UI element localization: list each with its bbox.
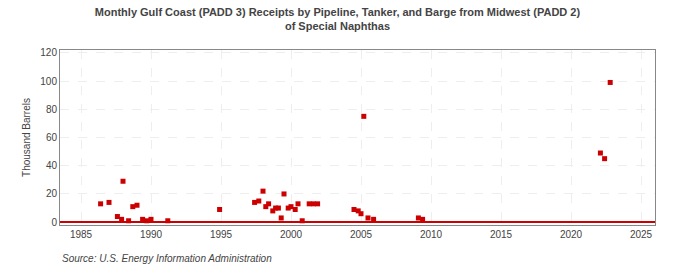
svg-text:1985: 1985 [70,229,93,240]
svg-text:120: 120 [40,47,57,58]
svg-text:2005: 2005 [350,229,373,240]
svg-text:2020: 2020 [560,229,583,240]
svg-text:1995: 1995 [210,229,233,240]
svg-text:0: 0 [51,217,57,228]
svg-text:100: 100 [40,76,57,87]
svg-text:2000: 2000 [280,229,303,240]
svg-text:20: 20 [46,188,58,199]
svg-text:1990: 1990 [140,229,163,240]
svg-text:Thousand Barrels: Thousand Barrels [21,98,32,177]
svg-text:Monthly Gulf Coast (PADD 3) Re: Monthly Gulf Coast (PADD 3) Receipts by … [95,6,581,32]
svg-text:80: 80 [46,104,58,115]
svg-text:Source: U.S. Energy Informatio: Source: U.S. Energy Information Administ… [62,253,272,264]
svg-text:60: 60 [46,132,58,143]
svg-text:2025: 2025 [630,229,653,240]
svg-text:40: 40 [46,160,58,171]
svg-text:2015: 2015 [490,229,513,240]
svg-text:2010: 2010 [420,229,443,240]
